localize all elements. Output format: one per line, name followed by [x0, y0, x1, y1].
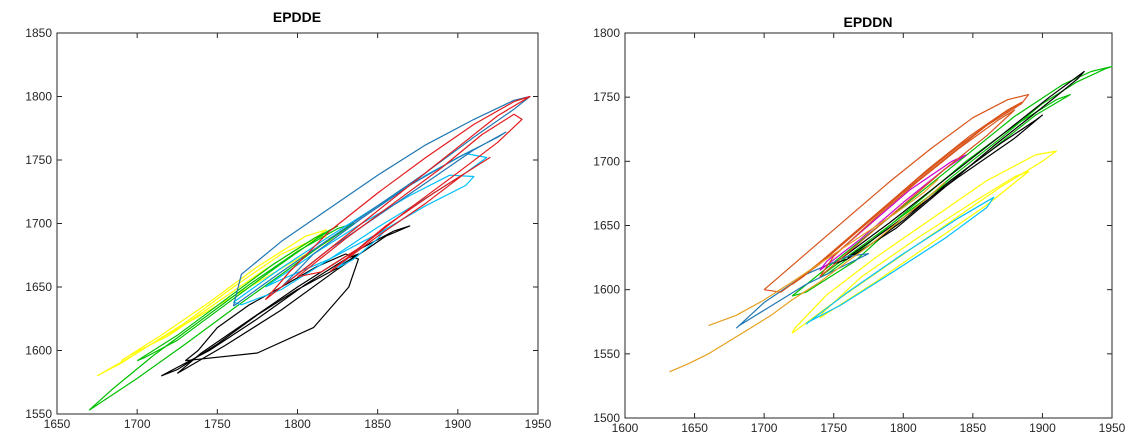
- y-tick-label: 1550: [25, 407, 52, 421]
- series-line-12: [264, 95, 531, 301]
- series-line-10: [791, 101, 1023, 285]
- series-line-5: [819, 171, 1030, 319]
- series-line-10: [232, 95, 531, 307]
- y-tick-label: 1600: [25, 344, 52, 358]
- series-line-12: [669, 181, 946, 373]
- y-axis: 1550 1600 1650 1700 1750 1800 1850: [25, 26, 538, 421]
- series-line-3: [847, 114, 1044, 259]
- y-tick-label: 1550: [593, 347, 620, 361]
- x-tick-label: 1950: [1099, 421, 1126, 435]
- y-tick-label: 1600: [593, 283, 620, 297]
- chart-title: EPDDE: [273, 9, 321, 25]
- series-line-9: [763, 93, 1030, 293]
- y-tick-label: 1650: [25, 280, 52, 294]
- chart-epdde: EPDDE 1650 1700 1750 1800 1850 1900 1950 15501…: [25, 9, 551, 431]
- x-tick-label: 1650: [681, 421, 708, 435]
- chart-epddn: EPDDN 1600 1650 1700 1750 1800 1850 1900 1950 1…: [593, 14, 1125, 435]
- x-tick-label: 1750: [204, 417, 231, 431]
- x-tick-label: 1700: [124, 417, 151, 431]
- series-layer: [669, 65, 1113, 373]
- series-line-7: [233, 153, 488, 306]
- series-line-4: [160, 253, 359, 377]
- series-layer: [88, 95, 531, 411]
- x-tick-label: 1850: [364, 417, 391, 431]
- y-tick-label: 1800: [593, 26, 620, 40]
- x-tick-label: 1850: [960, 421, 987, 435]
- series-line-8: [265, 174, 475, 288]
- series-line-14: [329, 156, 491, 273]
- x-tick-label: 1600: [612, 421, 639, 435]
- series-line-2: [833, 70, 1085, 265]
- y-axis: 1500 1550 1600 1650 1700 1750 1800: [593, 26, 1112, 425]
- plot-area: [56, 32, 539, 415]
- y-tick-label: 1650: [593, 219, 620, 233]
- series-line-6: [176, 225, 411, 374]
- x-tick-label: 1900: [444, 417, 471, 431]
- y-tick-label: 1750: [25, 153, 52, 167]
- x-tick-label: 1750: [820, 421, 847, 435]
- y-tick-label: 1500: [593, 411, 620, 425]
- y-tick-label: 1700: [593, 154, 620, 168]
- series-line-7: [735, 253, 870, 329]
- x-tick-label: 1800: [890, 421, 917, 435]
- series-line-5: [184, 253, 359, 362]
- y-tick-label: 1700: [25, 217, 52, 231]
- y-tick-label: 1750: [593, 90, 620, 104]
- x-axis: 1600 1650 1700 1750 1800 1850 1900 1950: [612, 33, 1126, 435]
- series-line-11: [819, 109, 1016, 278]
- x-tick-label: 1900: [1029, 421, 1056, 435]
- series-line-13: [708, 178, 939, 327]
- y-tick-label: 1850: [25, 26, 52, 40]
- series-line-3: [136, 225, 339, 362]
- x-tick-label: 1650: [44, 417, 71, 431]
- chart-title: EPDDN: [843, 14, 892, 30]
- x-axis: 1650 1700 1750 1800 1850 1900 1950: [44, 33, 552, 431]
- x-tick-label: 1700: [751, 421, 778, 435]
- y-tick-label: 1800: [25, 90, 52, 104]
- x-tick-label: 1800: [284, 417, 311, 431]
- series-line-6: [805, 196, 995, 325]
- x-tick-label: 1950: [525, 417, 552, 431]
